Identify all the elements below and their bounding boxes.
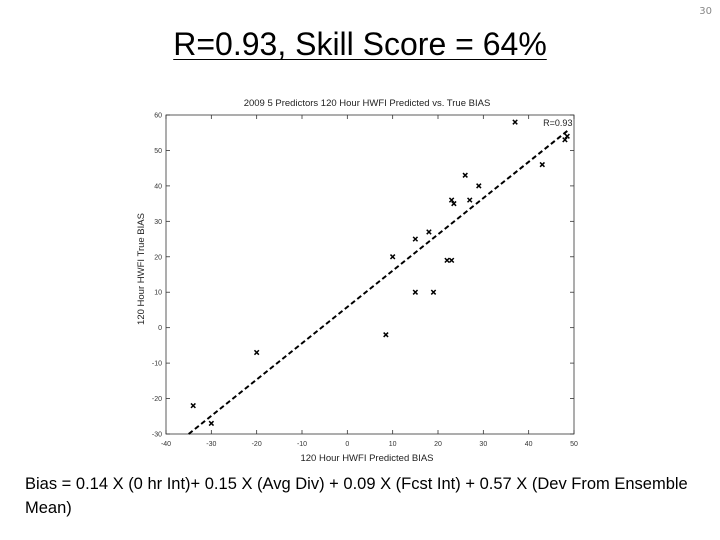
data-point-stroke xyxy=(426,229,432,235)
x-tick-label: -30 xyxy=(206,441,216,448)
data-points xyxy=(190,119,570,427)
y-tick-label: 50 xyxy=(154,148,162,155)
data-point xyxy=(562,137,568,143)
data-point xyxy=(512,119,518,125)
y-axis-label: 120 Hour HWFI True BIAS xyxy=(136,213,147,325)
data-point-stroke xyxy=(389,254,396,260)
fit-line-label: R=0.93 xyxy=(543,118,572,128)
x-tick-label: -40 xyxy=(161,441,171,448)
data-point xyxy=(564,133,570,139)
x-tick-label: 40 xyxy=(525,441,533,448)
data-point-stroke xyxy=(462,172,468,178)
data-point xyxy=(448,197,455,203)
y-tick-label: -20 xyxy=(152,396,162,403)
scatter-chart: 2009 5 Predictors 120 Hour HWFI Predicte… xyxy=(130,92,600,467)
y-tick-label: 20 xyxy=(154,254,162,261)
y-tick-label: -30 xyxy=(152,432,162,439)
data-point xyxy=(430,289,437,295)
fit-line-group: R=0.93 xyxy=(188,118,572,435)
data-point-stroke xyxy=(383,332,389,338)
data-point-stroke xyxy=(208,420,215,427)
data-point-stroke xyxy=(412,289,419,295)
y-tick-label: 30 xyxy=(154,219,162,226)
y-tick-label: 10 xyxy=(154,290,162,297)
data-point-stroke xyxy=(564,133,570,139)
fit-line xyxy=(188,128,571,435)
axes: -40 -30 -20 -10 0 10 20 30 40 50 -30 -20 -10 0 10 20 30 4… xyxy=(152,113,578,449)
data-point-stroke xyxy=(444,257,450,264)
data-point-stroke xyxy=(448,257,455,264)
data-point xyxy=(389,254,396,260)
data-point xyxy=(426,229,432,235)
data-point-stroke xyxy=(539,161,545,168)
slide-title: R=0.93, Skill Score = 64% xyxy=(173,26,547,62)
data-point-stroke xyxy=(412,236,419,242)
x-tick-label: 10 xyxy=(389,441,397,448)
data-point-stroke xyxy=(190,402,196,409)
data-point-stroke xyxy=(562,137,568,143)
x-tick-label: 20 xyxy=(434,441,442,448)
data-point-stroke xyxy=(451,200,457,207)
x-tick-label: 0 xyxy=(345,441,349,448)
chart-title: 2009 5 Predictors 120 Hour HWFI Predicte… xyxy=(244,98,491,109)
data-point xyxy=(476,183,482,189)
data-point xyxy=(412,236,419,242)
plot-frame xyxy=(165,114,575,435)
data-point xyxy=(448,257,455,264)
x-tick-label: -20 xyxy=(252,441,262,448)
data-point-stroke xyxy=(476,183,482,189)
y-tick-label: 60 xyxy=(154,113,162,120)
y-tick-label: 40 xyxy=(154,183,162,190)
x-axis-label: 120 Hour HWFI Predicted BIAS xyxy=(300,453,433,464)
data-point-stroke xyxy=(512,119,518,125)
regression-equation: Bias = 0.14 X (0 hr Int)+ 0.15 X (Avg Di… xyxy=(25,475,688,517)
data-point xyxy=(462,172,468,178)
x-tick-label: 50 xyxy=(570,441,578,448)
data-point xyxy=(467,197,473,203)
data-point-stroke xyxy=(467,197,473,203)
x-tick-label: -10 xyxy=(297,441,307,448)
data-point-stroke xyxy=(253,349,260,356)
x-tick-label: 30 xyxy=(479,441,487,448)
y-tick-label: -10 xyxy=(152,361,162,368)
data-point-stroke xyxy=(448,197,455,203)
data-point xyxy=(539,161,545,168)
data-point xyxy=(190,402,196,409)
data-point xyxy=(253,349,260,356)
slide-number: 30 xyxy=(699,6,712,17)
data-point xyxy=(451,200,457,207)
y-tick-label: 0 xyxy=(158,325,162,332)
data-point xyxy=(444,257,450,264)
data-point xyxy=(412,289,419,295)
data-point-stroke xyxy=(430,289,437,295)
data-point xyxy=(383,332,389,338)
data-point xyxy=(208,420,215,427)
